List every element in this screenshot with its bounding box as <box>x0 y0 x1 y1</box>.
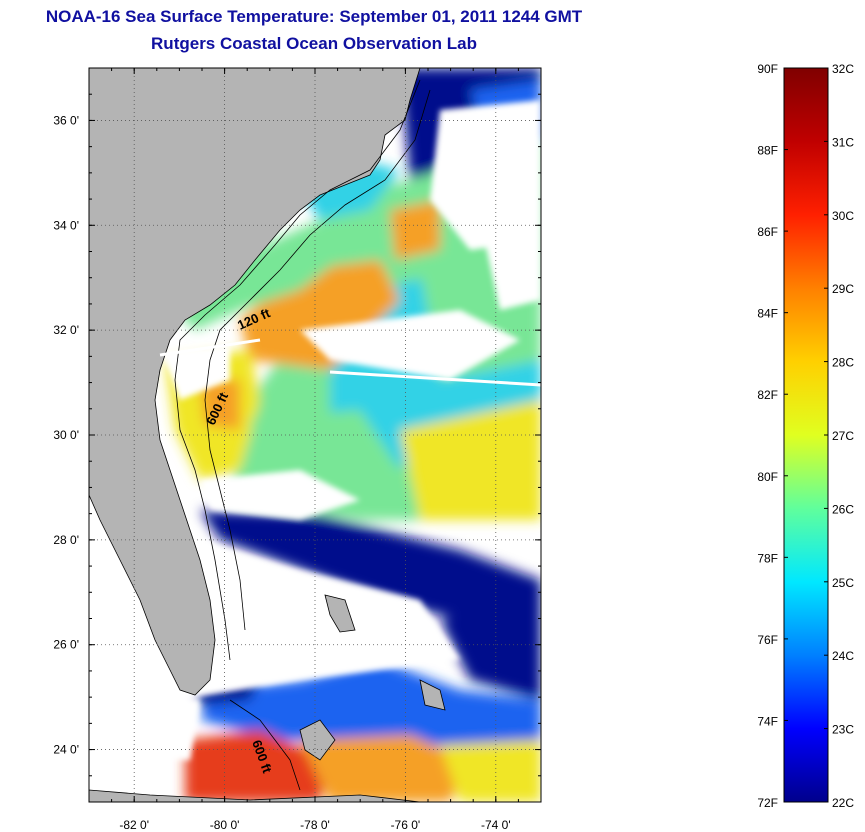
colorbar-c-label: 30C <box>832 209 854 223</box>
colorbar-c-label: 27C <box>832 429 854 443</box>
land-mass <box>324 594 356 633</box>
contour-600ft <box>204 89 431 631</box>
lat-tick-label: 36 0' <box>53 113 79 127</box>
cloud-patch <box>480 200 541 310</box>
map-subtitle: Rutgers Coastal Ocean Observation Lab <box>151 34 477 53</box>
cloud-patch <box>200 470 360 520</box>
contour-600ft <box>229 699 301 791</box>
sst-patch <box>200 510 541 640</box>
lat-tick-label: 28 0' <box>53 533 79 547</box>
latitude-axis: 36 0' 34 0' 32 0' 30 0' 28 0' 26 0' 24 0' <box>53 113 79 756</box>
lon-tick-label: -74 0' <box>481 818 511 832</box>
longitude-axis: -82 0' -80 0' -78 0' -76 0' -74 0' <box>119 818 510 832</box>
colorbar-c-label: 26C <box>832 502 854 516</box>
colorbar-f-label: 82F <box>757 388 778 402</box>
colorbar-f-label: 86F <box>757 225 778 239</box>
sst-patch <box>185 730 330 802</box>
colorbar-f-label: 84F <box>757 307 778 321</box>
colorbar-f-label: 72F <box>757 796 778 810</box>
lon-tick-label: -78 0' <box>300 818 330 832</box>
colorbar-ticks <box>784 67 828 803</box>
colorbar-f-label: 78F <box>757 551 778 565</box>
colorbar-c-label: 29C <box>832 282 854 296</box>
map-image <box>89 68 541 802</box>
colorbar-f-label: 74F <box>757 714 778 728</box>
colorbar-c-label: 31C <box>832 135 854 149</box>
sst-patch <box>440 740 541 802</box>
colorbar-scale <box>783 67 829 803</box>
sst-patch <box>200 380 240 430</box>
cloud-patch <box>300 310 520 380</box>
lon-tick-label: -82 0' <box>119 818 149 832</box>
sst-patch <box>300 160 400 220</box>
colorbar-c-label: 22C <box>832 796 854 810</box>
lat-tick-label: 30 0' <box>53 428 79 442</box>
sst-patch <box>180 180 400 330</box>
colorbar-f-label: 80F <box>757 470 778 484</box>
lat-tick-label: 32 0' <box>53 323 79 337</box>
cloud-patch <box>89 700 200 760</box>
map-title: NOAA-16 Sea Surface Temperature: Septemb… <box>45 7 583 26</box>
map-grid <box>89 68 541 802</box>
sst-patch <box>400 400 541 520</box>
colorbar-c-label: 25C <box>832 576 854 590</box>
swath-line <box>159 338 261 357</box>
land-mass <box>299 719 336 761</box>
colorbar-c-label: 28C <box>832 356 854 370</box>
swath-line <box>329 370 541 387</box>
sst-patch <box>390 200 440 260</box>
colorbar-celsius-labels: 32C 31C 30C 29C 28C 27C 26C 25C 24C 23C 22C <box>832 62 854 810</box>
lon-tick-label: -80 0' <box>210 818 240 832</box>
colorbar-c-label: 24C <box>832 649 854 663</box>
land-mass <box>89 68 421 696</box>
sst-patch <box>440 600 541 700</box>
sst-patch <box>200 660 541 760</box>
colorbar-fahrenheit-labels: 90F 88F 86F 84F 82F 80F 78F 76F 74F 72F <box>757 62 778 810</box>
colorbar-f-label: 76F <box>757 633 778 647</box>
colorbar-c-label: 23C <box>832 723 854 737</box>
land-mass <box>419 679 446 711</box>
colorbar-f-label: 90F <box>757 62 778 76</box>
colorbar-c-label: 32C <box>832 62 854 76</box>
lat-tick-label: 34 0' <box>53 218 79 232</box>
lat-tick-label: 24 0' <box>53 743 79 757</box>
contour-120ft <box>174 79 421 661</box>
lat-tick-label: 26 0' <box>53 638 79 652</box>
lon-tick-label: -76 0' <box>391 818 421 832</box>
axis-ticks <box>88 67 542 803</box>
sst-patch <box>300 735 470 802</box>
colorbar-f-label: 88F <box>757 144 778 158</box>
